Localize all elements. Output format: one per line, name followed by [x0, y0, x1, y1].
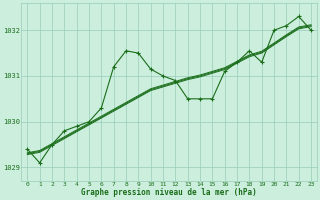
X-axis label: Graphe pression niveau de la mer (hPa): Graphe pression niveau de la mer (hPa): [81, 188, 257, 197]
